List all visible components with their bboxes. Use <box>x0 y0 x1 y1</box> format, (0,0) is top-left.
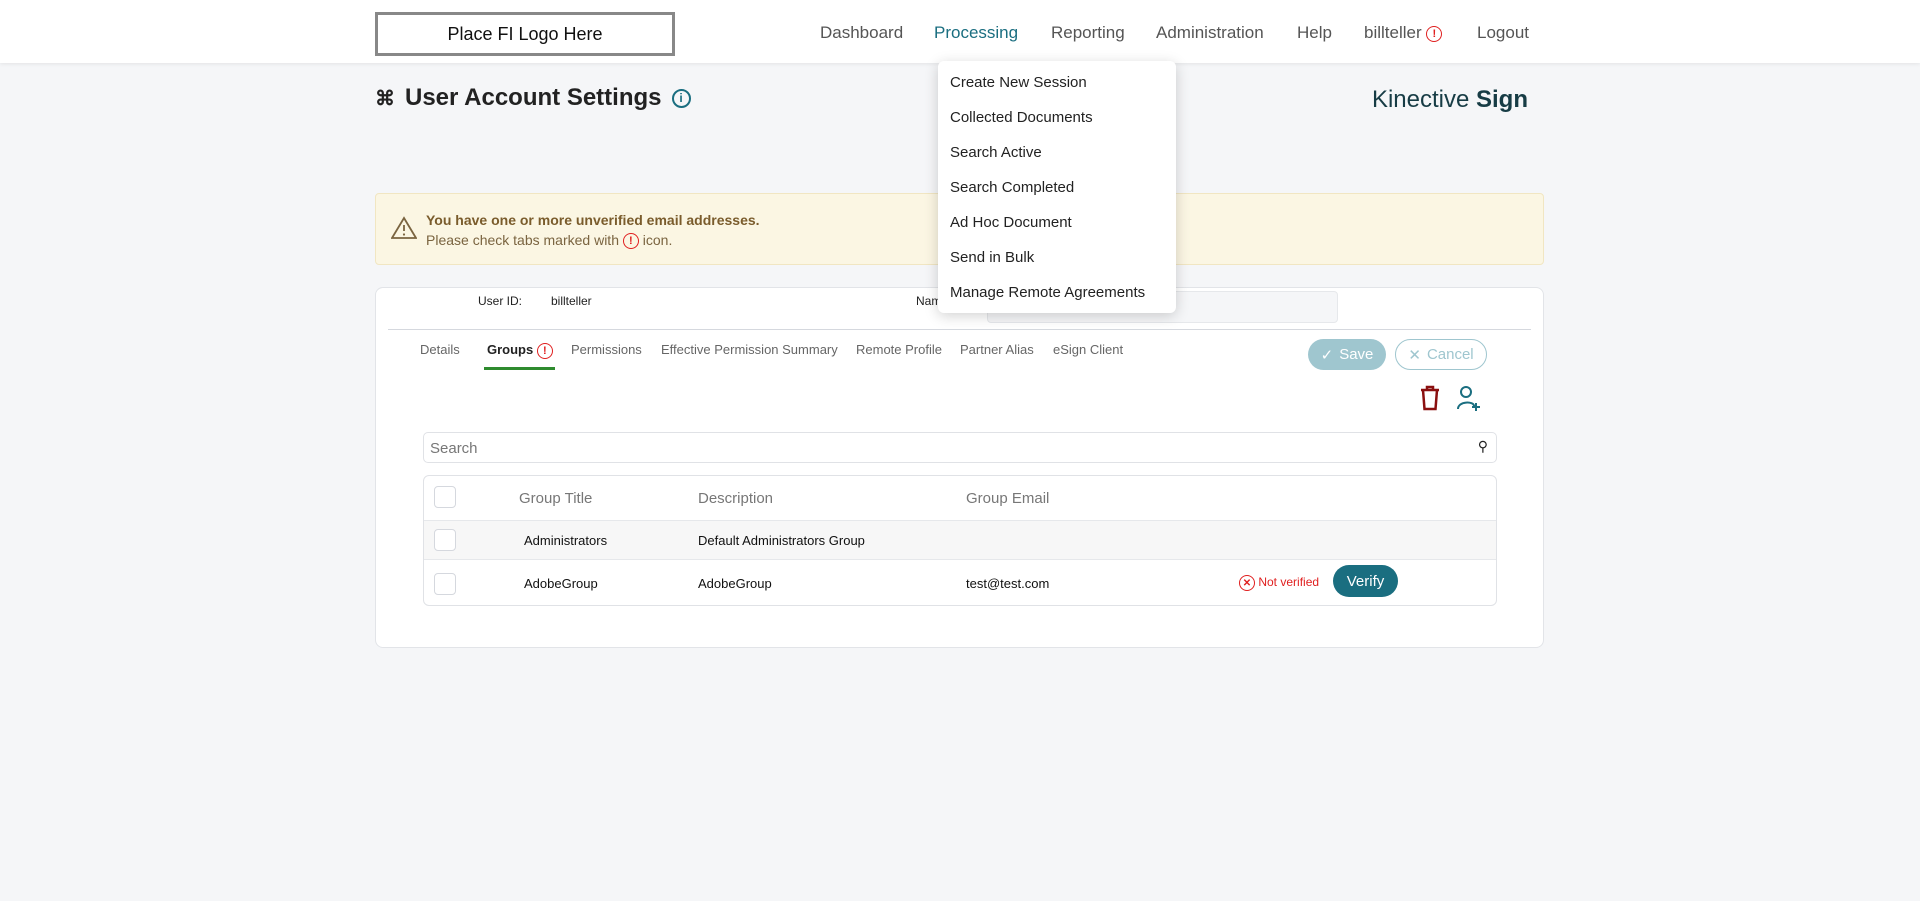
header-description: Description <box>698 490 774 507</box>
search-placeholder: Search <box>430 440 478 457</box>
nav-administration[interactable]: Administration <box>1156 23 1264 42</box>
top-header: Place FI Logo Here <box>0 0 1920 63</box>
warning-icon: ! <box>1426 25 1443 42</box>
add-user-icon[interactable] <box>1456 384 1482 412</box>
select-all-checkbox[interactable] <box>434 486 456 508</box>
row-checkbox[interactable] <box>434 529 456 551</box>
processing-dropdown-menu: Create New Session Collected Documents S… <box>938 61 1176 313</box>
cancel-label: Cancel <box>1426 346 1474 363</box>
alert-title: You have one or more unverified email ad… <box>426 212 760 228</box>
row-checkbox[interactable] <box>434 573 456 595</box>
nav-processing[interactable]: Processing <box>934 23 1019 42</box>
menu-item-search-completed[interactable]: Search Completed <box>950 179 1075 196</box>
nav-reporting[interactable]: Reporting <box>1051 23 1125 42</box>
nav-user-menu[interactable]: billteller ! <box>1364 23 1443 43</box>
tab-details[interactable]: Details <box>420 342 460 357</box>
groups-table: Group Title Description Group Email Admi… <box>423 475 1497 606</box>
header-group-title: Group Title <box>519 490 593 507</box>
verify-button[interactable]: Verify <box>1333 565 1398 597</box>
table-row: AdobeGroup AdobeGroup test@test.com ✕ No… <box>424 559 1496 605</box>
command-icon: ⌘ <box>375 87 395 110</box>
tab-remote-profile[interactable]: Remote Profile <box>856 342 942 357</box>
check-icon: ✓ <box>1320 346 1334 364</box>
group-email: test@test.com <box>966 576 1050 591</box>
divider <box>388 329 1531 330</box>
group-description: Default Administrators Group <box>698 533 865 548</box>
menu-item-ad-hoc-document[interactable]: Ad Hoc Document <box>950 214 1072 231</box>
menu-item-create-new-session[interactable]: Create New Session <box>950 74 1087 91</box>
menu-item-send-in-bulk[interactable]: Send in Bulk <box>950 249 1035 266</box>
page-title-block: ⌘ User Account Settings i <box>375 84 691 112</box>
search-input[interactable]: Search ⚲ <box>423 432 1497 463</box>
logo-placeholder: Place FI Logo Here <box>375 12 675 56</box>
menu-item-collected-documents[interactable]: Collected Documents <box>950 109 1093 126</box>
info-icon[interactable]: i <box>671 88 691 108</box>
trash-icon[interactable] <box>1418 384 1442 412</box>
tab-groups-label: Groups <box>487 342 534 357</box>
tab-effective-permission-summary[interactable]: Effective Permission Summary <box>661 342 838 357</box>
tab-groups[interactable]: Groups ! <box>487 342 553 359</box>
tab-permissions[interactable]: Permissions <box>571 342 642 357</box>
page-title: User Account Settings <box>405 84 662 111</box>
search-icon[interactable]: ⚲ <box>1477 438 1488 454</box>
username: billteller <box>1364 23 1422 42</box>
alert-text: Please check tabs marked with ! icon. <box>426 232 673 250</box>
group-title: AdobeGroup <box>524 576 598 591</box>
menu-item-manage-remote-agreements[interactable]: Manage Remote Agreements <box>950 284 1146 301</box>
brand-light: Kinective <box>1371 86 1470 113</box>
brand-bold: Sign <box>1476 86 1528 113</box>
brand-logo: Kinective Sign <box>1372 86 1528 114</box>
x-circle-icon: ✕ <box>1239 575 1255 591</box>
group-description: AdobeGroup <box>698 576 772 591</box>
warning-icon: ! <box>622 233 639 250</box>
table-row: Administrators Default Administrators Gr… <box>424 520 1496 559</box>
user-id-label: User ID: <box>478 294 523 308</box>
user-id-value: billteller <box>551 294 592 308</box>
active-tab-indicator <box>484 367 555 370</box>
alert-text-after: icon. <box>642 232 673 248</box>
save-label: Save <box>1339 346 1374 363</box>
group-title: Administrators <box>524 533 608 548</box>
menu-item-search-active[interactable]: Search Active <box>950 144 1042 161</box>
nav-help[interactable]: Help <box>1297 23 1332 42</box>
nav-dashboard[interactable]: Dashboard <box>820 23 904 42</box>
tab-esign-client[interactable]: eSign Client <box>1053 342 1124 357</box>
status-text: Not verified <box>1258 575 1320 590</box>
warning-triangle-icon <box>391 216 417 239</box>
cancel-button[interactable]: ✕ Cancel <box>1395 339 1487 370</box>
name-label: Nam <box>916 294 942 308</box>
tab-partner-alias[interactable]: Partner Alias <box>960 342 1034 357</box>
status-badge: ✕ Not verified <box>1239 575 1319 591</box>
alert-text-before: Please check tabs marked with <box>426 232 619 248</box>
warning-icon: ! <box>536 342 553 359</box>
header-group-email: Group Email <box>966 490 1050 507</box>
x-icon: ✕ <box>1408 346 1421 364</box>
nav-logout[interactable]: Logout <box>1477 23 1529 42</box>
save-button[interactable]: ✓ Save <box>1308 339 1386 370</box>
